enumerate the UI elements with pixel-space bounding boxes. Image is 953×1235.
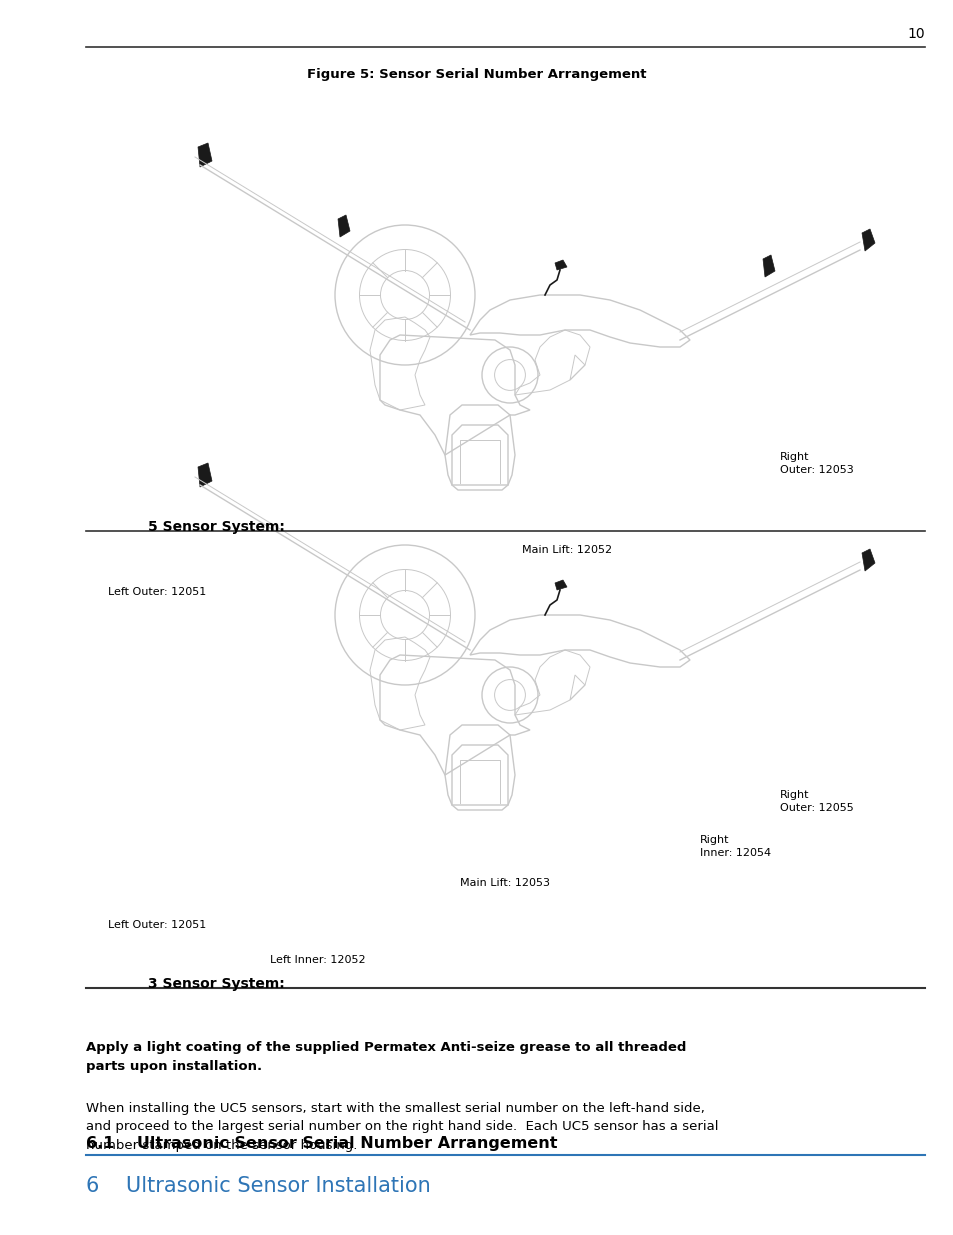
Text: 5 Sensor System:: 5 Sensor System:: [148, 520, 284, 534]
Text: Left Inner: 12052: Left Inner: 12052: [270, 955, 365, 965]
Polygon shape: [862, 550, 874, 571]
Text: Main Lift: 12053: Main Lift: 12053: [459, 878, 550, 888]
Polygon shape: [555, 261, 566, 270]
Text: Figure 5: Sensor Serial Number Arrangement: Figure 5: Sensor Serial Number Arrangeme…: [307, 68, 646, 82]
Text: Main Lift: 12052: Main Lift: 12052: [521, 545, 612, 555]
Polygon shape: [198, 463, 212, 487]
Text: Left Outer: 12051: Left Outer: 12051: [108, 920, 206, 930]
Text: 10: 10: [907, 27, 924, 41]
Text: Apply a light coating of the supplied Permatex Anti-seize grease to all threaded: Apply a light coating of the supplied Pe…: [86, 1041, 685, 1073]
Text: Right
Inner: 12054: Right Inner: 12054: [700, 835, 770, 858]
Text: 6    Ultrasonic Sensor Installation: 6 Ultrasonic Sensor Installation: [86, 1176, 430, 1195]
Polygon shape: [762, 254, 774, 277]
Polygon shape: [862, 228, 874, 251]
Text: Right
Outer: 12055: Right Outer: 12055: [780, 790, 853, 813]
Text: Right
Outer: 12053: Right Outer: 12053: [780, 452, 853, 475]
Text: Left Outer: 12051: Left Outer: 12051: [108, 587, 206, 597]
Text: 6.1    Ultrasonic Sensor Serial Number Arrangement: 6.1 Ultrasonic Sensor Serial Number Arra…: [86, 1136, 557, 1151]
Text: 3 Sensor System:: 3 Sensor System:: [148, 977, 284, 990]
Polygon shape: [555, 580, 566, 590]
Text: When installing the UC5 sensors, start with the smallest serial number on the le: When installing the UC5 sensors, start w…: [86, 1102, 718, 1151]
Polygon shape: [198, 143, 212, 167]
Polygon shape: [337, 215, 350, 237]
